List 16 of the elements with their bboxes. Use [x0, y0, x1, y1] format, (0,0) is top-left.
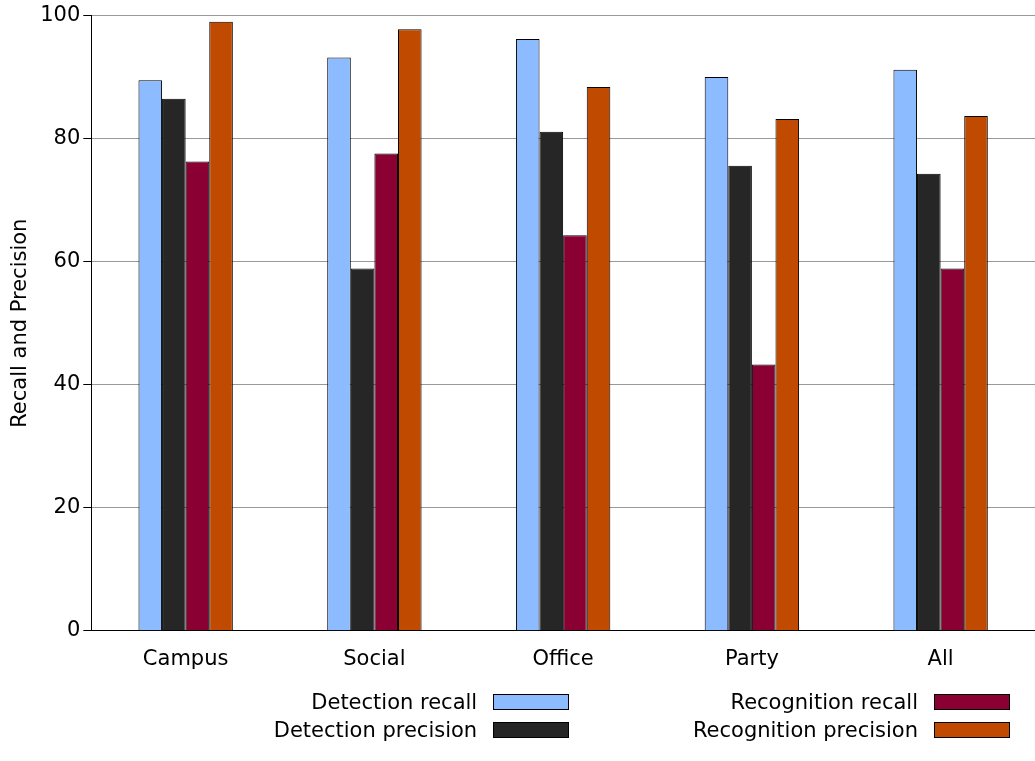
- y-axis-title: Recall and Precision: [7, 218, 32, 428]
- legend-label: Recognition recall: [730, 690, 918, 714]
- y-tick-label: 0: [66, 617, 81, 642]
- x-tick-label: All: [927, 645, 954, 670]
- y-tick-label: 100: [40, 2, 81, 27]
- legend-label: Detection recall: [311, 690, 478, 714]
- legend-label: Detection precision: [273, 718, 478, 742]
- y-tick-label: 60: [53, 248, 81, 273]
- y-tick-label: 80: [53, 125, 81, 150]
- y-tick-label: 40: [53, 371, 81, 396]
- legend-label: Recognition precision: [692, 718, 918, 742]
- x-tick-label: Campus: [142, 645, 229, 670]
- x-tick-label: Social: [343, 645, 406, 670]
- x-tick-label: Office: [532, 645, 594, 670]
- x-tick-label: Party: [724, 645, 779, 670]
- y-tick-label: 20: [53, 494, 81, 519]
